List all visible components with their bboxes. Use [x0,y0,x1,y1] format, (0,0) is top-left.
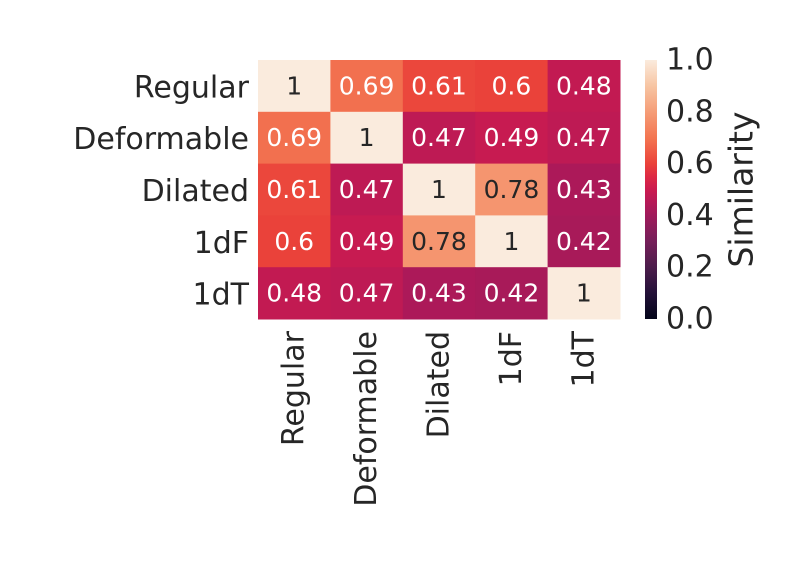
colorbar-tick-label-1: 0.2 [666,250,714,285]
heatmap-cell-label-3-2: 0.78 [411,227,467,256]
heatmap-cells: 1 0.69 0.61 0.6 0.480.69 1 0.47 0.49 0.470.61 0.4… [258,60,621,320]
row-tick-labels: Regular Deformable Dilated 1dF 1dT [73,70,249,312]
heatmap-cell-4-0 [258,267,331,320]
colorbar-label: Similarity [722,111,761,267]
heatmap-cell-3-1 [330,215,404,268]
heatmap-cell-0-0 [258,60,331,113]
row-label-4: 1dT [193,278,250,313]
column-label-3: 1dF [494,331,529,386]
heatmap-cell-label-4-2: 0.43 [411,279,467,308]
heatmap-cell-label-4-4: 1 [576,279,592,308]
heatmap-cell-3-4 [547,215,621,268]
heatmap-cell-1-3 [475,111,549,165]
heatmap-cell-0-1 [330,60,404,113]
colorbar-tick-label-4: 0.8 [666,94,714,129]
heatmap-cell-label-3-3: 1 [503,227,519,256]
heatmap-cell-2-3 [475,163,549,216]
heatmap-cell-label-1-0: 0.69 [266,123,322,152]
heatmap-cell-1-2 [402,111,476,165]
heatmap-cell-label-2-3: 0.78 [484,175,540,204]
heatmap-cell-0-2 [402,60,476,113]
heatmap-cell-label-0-4: 0.48 [556,71,612,100]
heatmap-cell-3-2 [402,215,476,268]
heatmap-cell-2-4 [547,163,621,216]
heatmap-cell-2-1 [330,163,404,216]
heatmap-cell-4-1 [330,267,404,320]
colorbar-ticks: 0.0 0.2 0.4 0.6 0.8 1.0 [666,43,714,337]
heatmap-cell-label-4-0: 0.48 [266,279,322,308]
heatmap-cell-4-2 [402,267,476,320]
heatmap-cell-4-3 [475,267,549,320]
heatmap-cell-label-1-2: 0.47 [411,123,467,152]
column-label-1: Deformable [349,331,384,507]
heatmap-cell-label-4-1: 0.47 [339,279,395,308]
heatmap-cell-label-0-0: 1 [286,71,302,100]
heatmap-cell-4-4 [547,267,621,320]
column-tick-labels: Regular Deformable Dilated 1dF 1dT [277,330,602,506]
colorbar-tick-label-3: 0.6 [666,146,714,181]
heatmap-cell-3-0 [258,215,331,268]
heatmap-cell-label-2-1: 0.47 [339,175,395,204]
heatmap-cell-2-2 [402,163,476,216]
heatmap-cell-1-0 [258,111,331,165]
heatmap-cell-label-1-4: 0.47 [556,123,612,152]
row-label-2: Dilated [142,174,249,209]
heatmap-cell-2-0 [258,163,331,216]
heatmap-cell-label-0-2: 0.61 [411,71,467,100]
heatmap-cell-label-2-4: 0.43 [556,175,612,204]
colorbar-tick-label-2: 0.4 [666,198,714,233]
heatmap-cell-label-1-3: 0.49 [484,123,540,152]
colorbar-gradient [645,60,657,319]
row-label-3: 1dF [194,226,249,261]
heatmap-cell-0-3 [475,60,549,113]
column-label-4: 1dT [566,330,601,387]
heatmap-cell-label-4-3: 0.42 [484,279,540,308]
heatmap-cell-1-4 [547,111,621,165]
heatmap-cell-1-1 [330,111,404,165]
heatmap-cell-label-0-3: 0.6 [492,71,532,100]
heatmap-cell-label-2-2: 1 [431,175,447,204]
row-label-1: Deformable [73,122,249,157]
colorbar-tick-label-0: 0.0 [666,302,714,337]
colorbar-tick-label-5: 1.0 [666,43,714,78]
heatmap-cell-label-1-1: 1 [359,123,375,152]
heatmap-cell-label-3-1: 0.49 [339,227,395,256]
heatmap-cell-label-2-0: 0.61 [266,175,322,204]
row-label-0: Regular [134,70,250,105]
colorbar: 0.0 0.2 0.4 0.6 0.8 1.0 Similarity [645,43,761,337]
heatmap-cell-label-3-0: 0.6 [274,227,314,256]
heatmap-cell-0-4 [547,60,621,113]
heatmap-cell-3-3 [475,215,549,268]
heatmap-cell-label-0-1: 0.69 [339,71,395,100]
column-label-0: Regular [277,330,312,446]
column-label-2: Dilated [422,331,457,438]
heatmap-cell-label-3-4: 0.42 [556,227,612,256]
